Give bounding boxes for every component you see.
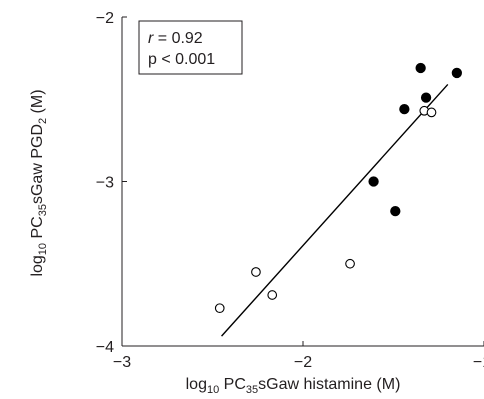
stats-annotation: r = 0.92 p < 0.001 [138,20,243,75]
x-tick-label: −2 [294,354,312,371]
data-points [214,62,462,314]
open-data-point [345,258,355,269]
x-axis-label: log10 PC35sGaw histamine (M) [186,376,401,396]
filled-data-point [390,205,401,217]
filled-data-point [420,92,432,103]
filled-data-point [399,103,410,115]
open-data-point [426,107,437,118]
open-data-point [214,303,225,314]
annotation-r-symbol: r [148,30,154,47]
y-tick-label: −3 [96,175,114,192]
y-tick-label: −4 [96,339,114,356]
y-ticks: −2 −3 −4 [96,10,127,356]
filled-data-point [368,176,379,187]
annotation-box [138,20,243,75]
annotation-r: r = 0.92 [148,30,203,47]
filled-data-point [415,62,426,74]
annotation-p: p < 0.001 [148,51,215,68]
x-ticks: −3 −2 −1 [113,341,484,371]
open-data-point [267,290,278,300]
y-axis-label: log10 PC35sGaw PGD2 (M) [29,89,49,276]
filled-data-point [451,67,462,79]
x-tick-label: −1 [473,354,484,371]
regression-line [221,83,449,337]
x-tick-label: −3 [113,354,131,371]
y-tick-label: −2 [96,10,114,27]
open-data-point [251,267,261,277]
annotation-r-value: = 0.92 [153,30,202,47]
